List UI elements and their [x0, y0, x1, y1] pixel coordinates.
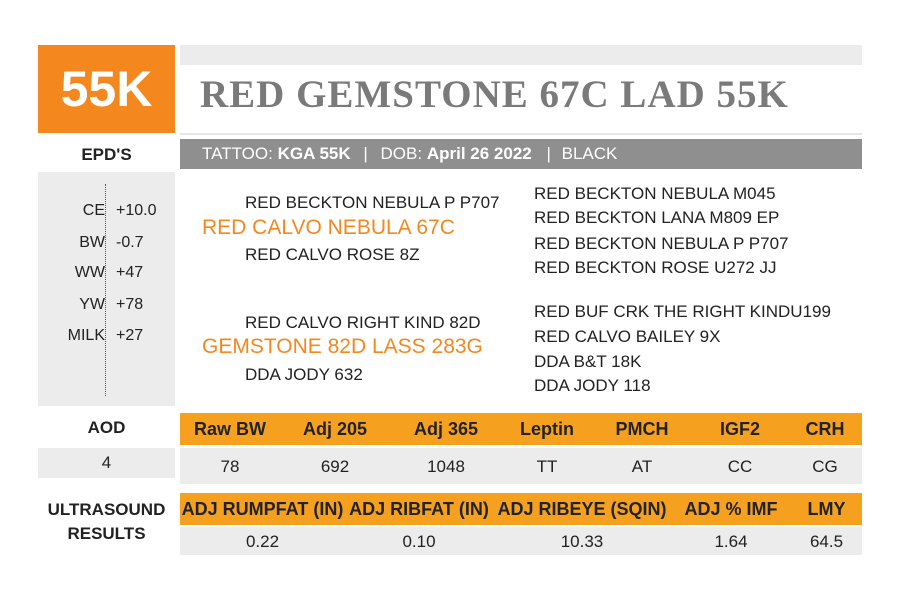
- performance-header: Leptin: [520, 419, 574, 439]
- ultrasound-value: 10.33: [560, 532, 604, 551]
- ultrasound-value: 0.10: [402, 532, 436, 551]
- ultrasound-header: ADJ RIBFAT (IN): [349, 499, 489, 519]
- performance-value: 78: [220, 457, 240, 476]
- epd-row-ce: CE +10.0: [38, 202, 175, 232]
- aod-value: 4: [38, 448, 175, 478]
- epd-row-yw: YW +78: [38, 296, 175, 326]
- epd-row-milk: MILK +27: [38, 327, 175, 357]
- name-strip: [180, 45, 862, 65]
- epd-row-bw: BW -0.7: [38, 234, 175, 264]
- epd-trait: YW: [79, 296, 105, 313]
- pedigree-sire-dam-sire: RED BECKTON NEBULA P P707: [534, 234, 789, 253]
- aod-label: AOD: [87, 418, 126, 437]
- performance-header: PMCH: [615, 419, 669, 439]
- pedigree-dam-dam-dam: DDA JODY 118: [534, 376, 651, 395]
- pedigree-dam-sire: RED CALVO RIGHT KIND 82D: [245, 313, 481, 332]
- ultrasound-header: ADJ % IMF: [684, 499, 778, 519]
- pedigree-sire-sire-sire: RED BECKTON NEBULA M045: [534, 184, 776, 203]
- performance-value: AT: [631, 457, 653, 476]
- ultrasound-label-line1: ULTRASOUND: [47, 500, 166, 519]
- pedigree-sire-dam-dam: RED BECKTON ROSE U272 JJ: [534, 258, 777, 277]
- performance-header: Adj 205: [302, 419, 368, 439]
- ultrasound-header: LMY: [807, 499, 846, 519]
- ultrasound-label: ULTRASOUND RESULTS: [38, 498, 175, 546]
- dob-label: DOB:: [380, 144, 423, 163]
- epd-value: +47: [116, 264, 144, 281]
- ultrasound-value: 64.5: [809, 532, 844, 551]
- epd-divider: [105, 184, 106, 396]
- ultrasound-value-row: 0.22 0.10 10.33 1.64 64.5: [180, 527, 862, 555]
- performance-header-row: Raw BW Adj 205 Adj 365 Leptin PMCH IGF2 …: [180, 413, 862, 445]
- tattoo-label: TATTOO:: [202, 144, 273, 163]
- pedigree-sire-sire: RED BECKTON NEBULA P P707: [245, 193, 500, 212]
- pedigree-panel: [180, 176, 862, 406]
- color-value: BLACK: [561, 144, 618, 163]
- epd-value: +78: [116, 296, 144, 313]
- tag-number: 55K: [38, 45, 175, 133]
- epd-value: +27: [116, 327, 144, 344]
- pedigree-sire-sire-dam: RED BECKTON LANA M809 EP: [534, 208, 780, 227]
- name-panel: [180, 65, 862, 135]
- performance-value: 1048: [427, 457, 465, 476]
- performance-value: CC: [727, 457, 753, 476]
- ultrasound-header: ADJ RIBEYE (SQIN): [497, 499, 667, 519]
- animal-name: RED GEMSTONE 67C LAD 55K: [200, 73, 789, 116]
- epd-row-ww: WW +47: [38, 264, 175, 294]
- performance-value: 692: [320, 457, 350, 476]
- performance-value: TT: [536, 457, 558, 476]
- epd-trait: WW: [74, 264, 105, 281]
- epd-value: +10.0: [116, 202, 157, 219]
- epd-trait: CE: [82, 202, 105, 219]
- performance-value-row: 78 692 1048 TT AT CC CG: [180, 448, 862, 484]
- pedigree-dam-sire-dam: RED CALVO BAILEY 9X: [534, 327, 721, 346]
- epd-trait: BW: [79, 234, 105, 251]
- info-bar: TATTOO: KGA 55K | DOB: April 26 2022 | B…: [180, 139, 862, 169]
- performance-header: Raw BW: [194, 419, 266, 439]
- separator: |: [546, 144, 551, 163]
- pedigree-sire: RED CALVO NEBULA 67C: [202, 216, 455, 239]
- ultrasound-header: ADJ RUMPFAT (IN): [181, 499, 344, 519]
- pedigree-dam: GEMSTONE 82D LASS 283G: [202, 335, 483, 358]
- performance-header: IGF2: [719, 419, 760, 439]
- ultrasound-label-line2: RESULTS: [67, 524, 146, 543]
- dob-value: April 26 2022: [426, 144, 532, 163]
- ultrasound-value: 1.64: [714, 532, 748, 551]
- pedigree-sire-dam: RED CALVO ROSE 8Z: [245, 245, 420, 264]
- ultrasound-header-row: ADJ RUMPFAT (IN) ADJ RIBFAT (IN) ADJ RIB…: [180, 493, 862, 525]
- epd-value: -0.7: [116, 234, 144, 251]
- separator: |: [363, 144, 368, 163]
- performance-value: CG: [812, 457, 838, 476]
- pedigree-dam-dam-sire: DDA B&T 18K: [534, 352, 642, 371]
- epd-trait: MILK: [67, 327, 105, 344]
- epd-panel: CE +10.0 BW -0.7 WW +47 YW +78 MILK +27: [38, 172, 175, 406]
- pedigree-dam-dam: DDA JODY 632: [245, 365, 363, 384]
- performance-header: CRH: [805, 419, 845, 439]
- tattoo-value: KGA 55K: [277, 144, 351, 163]
- epd-label: EPD'S: [81, 145, 132, 164]
- pedigree-dam-sire-sire: RED BUF CRK THE RIGHT KINDU199: [534, 302, 831, 321]
- performance-header: Adj 365: [413, 419, 479, 439]
- ultrasound-value: 0.22: [245, 532, 280, 551]
